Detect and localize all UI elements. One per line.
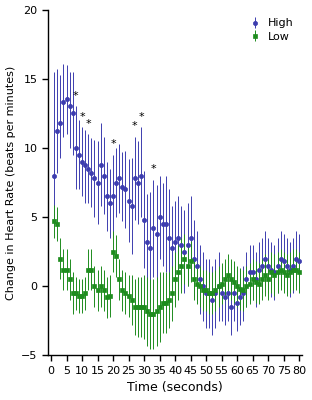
Y-axis label: Change in Heart Rate (beats per minutes): Change in Heart Rate (beats per minutes)	[6, 65, 16, 300]
X-axis label: Time (seconds): Time (seconds)	[127, 382, 223, 394]
Text: *: *	[85, 118, 91, 128]
Text: *: *	[132, 121, 138, 131]
Text: *: *	[110, 139, 116, 149]
Text: *: *	[138, 112, 144, 122]
Text: *: *	[79, 112, 85, 122]
Text: *: *	[73, 91, 79, 101]
Text: *: *	[151, 164, 156, 174]
Legend: High, Low: High, Low	[243, 15, 297, 45]
